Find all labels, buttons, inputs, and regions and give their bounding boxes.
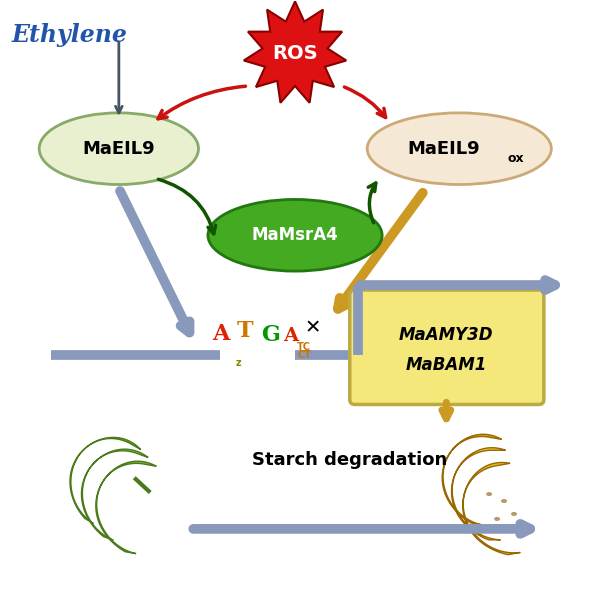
Polygon shape xyxy=(82,449,148,540)
Text: MaEIL9: MaEIL9 xyxy=(83,140,155,158)
Polygon shape xyxy=(442,434,502,525)
Text: MaEIL9: MaEIL9 xyxy=(407,140,479,158)
Text: ✕: ✕ xyxy=(305,318,321,337)
Text: G: G xyxy=(261,324,280,346)
Text: T: T xyxy=(237,320,254,342)
Polygon shape xyxy=(463,462,520,555)
Ellipse shape xyxy=(511,512,517,516)
Ellipse shape xyxy=(501,499,507,503)
Text: CT: CT xyxy=(297,350,311,360)
Text: MaMsrA4: MaMsrA4 xyxy=(251,226,338,244)
Text: ROS: ROS xyxy=(272,44,318,62)
Text: Ethylene: Ethylene xyxy=(11,24,127,47)
Ellipse shape xyxy=(208,200,382,271)
Polygon shape xyxy=(70,438,141,524)
Ellipse shape xyxy=(494,517,500,521)
Polygon shape xyxy=(244,1,346,103)
Text: Starch degradation: Starch degradation xyxy=(252,451,448,469)
Text: TC: TC xyxy=(297,342,311,352)
Text: A: A xyxy=(283,327,299,345)
Polygon shape xyxy=(452,448,506,540)
Ellipse shape xyxy=(486,492,492,496)
Text: MaBAM1: MaBAM1 xyxy=(406,356,487,373)
Text: z: z xyxy=(235,358,241,368)
Ellipse shape xyxy=(367,113,551,184)
Text: A: A xyxy=(212,323,229,345)
Ellipse shape xyxy=(39,113,199,184)
FancyBboxPatch shape xyxy=(350,290,544,405)
Text: MaAMY3D: MaAMY3D xyxy=(399,326,494,344)
Polygon shape xyxy=(96,461,157,554)
Text: ox: ox xyxy=(507,152,524,165)
